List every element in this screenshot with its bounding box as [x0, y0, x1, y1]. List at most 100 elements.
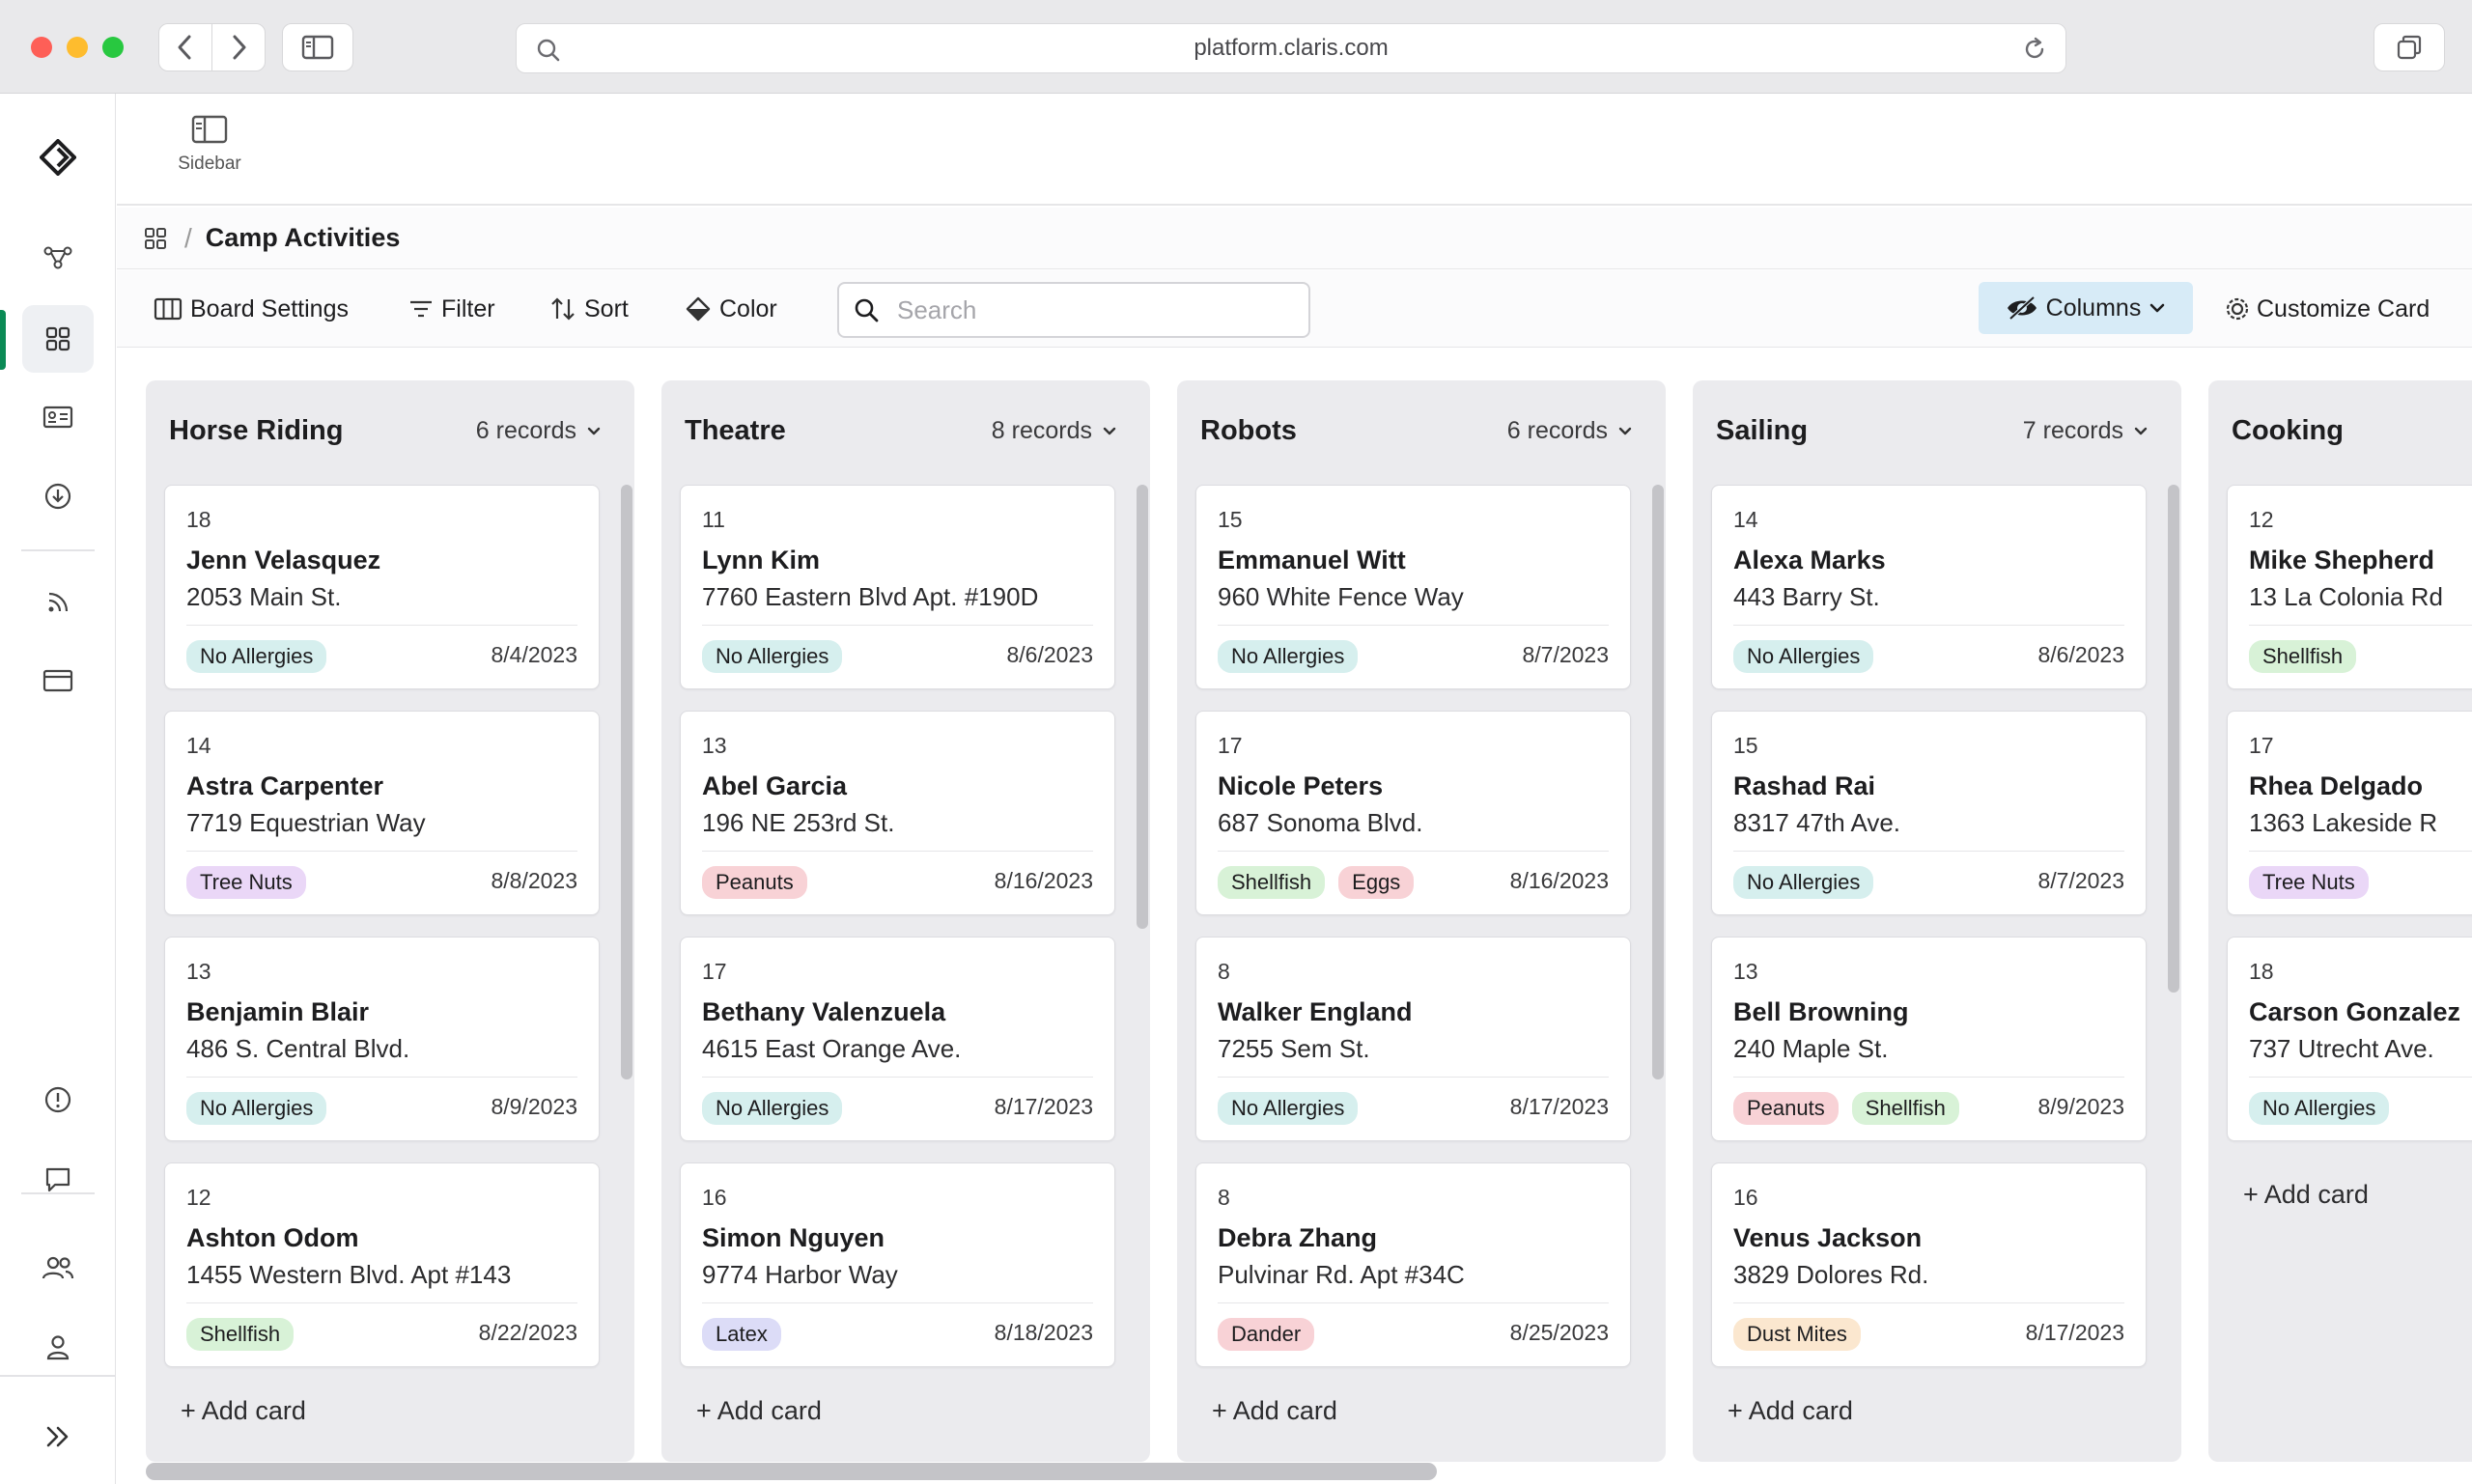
card-divider [702, 625, 1093, 626]
alert-circle-icon [44, 1086, 71, 1113]
tabs-icon [2397, 35, 2422, 60]
record-card[interactable]: 16 Simon Nguyen 9774 Harbor Way Latex 8/18/2… [680, 1162, 1115, 1367]
add-card-button[interactable]: + Add card [181, 1396, 306, 1425]
rail-records[interactable] [22, 383, 94, 451]
rail-expand[interactable] [22, 1403, 94, 1470]
card-divider [186, 625, 577, 626]
record-card[interactable]: 12 Ashton Odom 1455 Western Blvd. Apt #143… [164, 1162, 600, 1367]
card-divider [702, 851, 1093, 852]
record-card[interactable]: 18 Carson Gonzalez 737 Utrecht Ave. No Alle… [2227, 937, 2472, 1141]
record-count-dropdown[interactable]: 6 records [1507, 417, 1633, 445]
column-title: Horse Riding [169, 415, 344, 446]
rail-integrations[interactable] [22, 223, 94, 291]
window-icon [42, 669, 73, 692]
rail-boards[interactable] [22, 305, 94, 373]
record-card[interactable]: 17 Nicole Peters 687 Sonoma Blvd. Shellfish… [1195, 711, 1631, 915]
card-address: 240 Maple St. [1733, 1034, 1889, 1063]
rail-downloads[interactable] [22, 462, 94, 530]
rail-account[interactable] [22, 1313, 94, 1381]
card-age: 18 [2249, 959, 2274, 984]
chat-icon [45, 1167, 70, 1192]
scrollbar-thumb[interactable] [1137, 485, 1148, 929]
record-card[interactable]: 13 Abel Garcia 196 NE 253rd St. Peanuts 8/16… [680, 711, 1115, 915]
record-card[interactable]: 8 Walker England 7255 Sem St. No Allergies 8… [1195, 937, 1631, 1141]
rail-window[interactable] [22, 647, 94, 714]
forward-button[interactable] [211, 23, 266, 71]
record-card[interactable]: 13 Bell Browning 240 Maple St. Peanuts Shell… [1711, 937, 2147, 1141]
reload-icon[interactable] [2021, 36, 2048, 63]
record-card[interactable]: 15 Emmanuel Witt 960 White Fence Way No All… [1195, 485, 1631, 689]
search-input[interactable] [897, 294, 1293, 326]
card-address: 7760 Eastern Blvd Apt. #190D [702, 582, 1039, 611]
add-card-button[interactable]: + Add card [696, 1396, 822, 1425]
record-count-dropdown[interactable]: 7 records [2023, 417, 2149, 445]
column-title: Sailing [1716, 415, 1809, 446]
record-card[interactable]: 16 Venus Jackson 3829 Dolores Rd. Dust Mite… [1711, 1162, 2147, 1367]
allergy-tags: No Allergies [1733, 866, 1874, 899]
download-circle-icon [44, 483, 71, 510]
minimize-window-button[interactable] [67, 37, 88, 58]
rail-alerts[interactable] [22, 1066, 94, 1134]
column-scrollbar[interactable] [621, 485, 634, 1079]
record-card[interactable]: 11 Lynn Kim 7760 Eastern Blvd Apt. #190D No… [680, 485, 1115, 689]
record-card[interactable]: 8 Debra Zhang Pulvinar Rd. Apt #34C Dander 8… [1195, 1162, 1631, 1367]
allergy-tag: No Allergies [2249, 1092, 2390, 1125]
color-button[interactable]: Color [685, 286, 777, 332]
column-horse-riding: Horse Riding 6 records 18 Jenn Velasquez 205… [146, 380, 634, 1462]
record-card[interactable]: 12 Mike Shepherd 13 La Colonia Rd Shellfish [2227, 485, 2472, 689]
back-button[interactable] [158, 23, 212, 71]
customize-card-button[interactable]: Customize Card [2224, 286, 2430, 332]
chevron-down-icon [1618, 427, 1632, 434]
card-address: 3829 Dolores Rd. [1733, 1260, 1929, 1289]
record-card[interactable]: 14 Astra Carpenter 7719 Equestrian Way Tree… [164, 711, 600, 915]
rail-feeds[interactable] [22, 569, 94, 636]
sidebar-toggle-button[interactable]: Sidebar [152, 115, 267, 175]
card-age: 8 [1218, 959, 1230, 984]
user-icon [46, 1335, 70, 1360]
horizontal-scrollbar[interactable] [146, 1463, 1437, 1480]
record-card[interactable]: 14 Alexa Marks 443 Barry St. No Allergies 8/… [1711, 485, 2147, 689]
columns-visibility-button[interactable]: Columns [1979, 282, 2193, 334]
rail-team[interactable] [22, 1234, 94, 1302]
card-age: 14 [186, 733, 211, 758]
tab-overview-button[interactable] [2374, 23, 2445, 71]
column-title: Theatre [685, 415, 786, 446]
record-card[interactable]: 17 Bethany Valenzuela 4615 East Orange Ave… [680, 937, 1115, 1141]
column-scrollbar[interactable] [1652, 485, 1666, 1079]
card-name: Rhea Delgado [2249, 771, 2424, 800]
close-window-button[interactable] [31, 37, 52, 58]
card-divider [2249, 625, 2472, 626]
card-age: 13 [186, 959, 211, 984]
sort-button[interactable]: Sort [549, 286, 629, 332]
card-age: 16 [702, 1185, 727, 1210]
add-card-button[interactable]: + Add card [1212, 1396, 1337, 1425]
address-bar[interactable]: platform.claris.com [516, 23, 2066, 73]
browser-sidebar-button[interactable] [282, 23, 353, 71]
zoom-window-button[interactable] [102, 37, 124, 58]
record-card[interactable]: 13 Benjamin Blair 486 S. Central Blvd. No A… [164, 937, 600, 1141]
filter-button[interactable]: Filter [408, 286, 495, 332]
record-card[interactable]: 15 Rashad Rai 8317 47th Ave. No Allergies 8/… [1711, 711, 2147, 915]
allergy-tag: No Allergies [702, 1092, 843, 1125]
column-scrollbar[interactable] [2168, 485, 2181, 993]
home-grid-button[interactable] [144, 227, 167, 250]
card-address: 8317 47th Ave. [1733, 808, 1901, 837]
record-count-dropdown[interactable]: 8 records [992, 417, 1117, 445]
scrollbar-thumb[interactable] [1652, 485, 1664, 1079]
allergy-tags: Peanuts [702, 866, 807, 899]
card-name: Abel Garcia [702, 771, 848, 800]
record-count-dropdown[interactable]: 6 records [476, 417, 602, 445]
record-card[interactable]: 18 Jenn Velasquez 2053 Main St. No Allergie… [164, 485, 600, 689]
add-card-button[interactable]: + Add card [2243, 1180, 2369, 1209]
board-settings-button[interactable]: Board Settings [154, 286, 349, 332]
card-age: 15 [1218, 507, 1243, 532]
allergy-tag: Tree Nuts [186, 866, 306, 899]
column-scrollbar[interactable] [1137, 485, 1150, 929]
add-card-button[interactable]: + Add card [1728, 1396, 1853, 1425]
claris-logo[interactable] [22, 124, 94, 191]
scrollbar-thumb[interactable] [621, 485, 632, 1079]
rail-messages[interactable] [22, 1146, 94, 1214]
scrollbar-thumb[interactable] [2168, 485, 2179, 993]
card-date: 8/17/2023 [2025, 1320, 2124, 1345]
